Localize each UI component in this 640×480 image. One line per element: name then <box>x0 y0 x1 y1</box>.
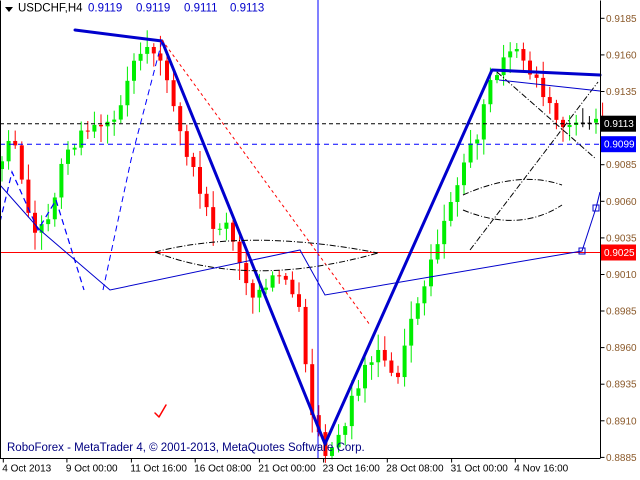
svg-text:28 Oct 08:00: 28 Oct 08:00 <box>386 464 444 475</box>
svg-text:31 Oct 00:00: 31 Oct 00:00 <box>451 464 509 475</box>
svg-text:0.8985: 0.8985 <box>606 307 637 318</box>
svg-text:0.9010: 0.9010 <box>606 270 637 281</box>
svg-text:21 Oct 00:00: 21 Oct 00:00 <box>258 464 316 475</box>
svg-text:0.9113: 0.9113 <box>604 119 634 130</box>
svg-text:0.9035: 0.9035 <box>606 233 637 244</box>
svg-text:16 Oct 08:00: 16 Oct 08:00 <box>194 464 252 475</box>
svg-text:0.9185: 0.9185 <box>606 14 637 25</box>
svg-text:0.9099: 0.9099 <box>604 140 635 151</box>
svg-text:USDCHF,H4: USDCHF,H4 <box>18 3 83 15</box>
svg-text:0.9111: 0.9111 <box>184 3 217 15</box>
svg-text:0.8885: 0.8885 <box>606 453 637 464</box>
svg-text:0.9119: 0.9119 <box>136 3 170 15</box>
svg-text:11 Oct 16:00: 11 Oct 16:00 <box>130 464 187 475</box>
svg-text:23 Oct 16:00: 23 Oct 16:00 <box>323 464 381 475</box>
svg-text:0.9160: 0.9160 <box>606 50 637 61</box>
svg-text:0.8910: 0.8910 <box>606 416 637 427</box>
svg-text:0.8960: 0.8960 <box>606 343 637 354</box>
svg-text:0.9135: 0.9135 <box>606 87 637 98</box>
svg-text:0.9119: 0.9119 <box>88 3 122 15</box>
svg-text:4 Nov 16:00: 4 Nov 16:00 <box>514 464 568 475</box>
svg-text:RoboForex - MetaTrader 4, © 20: RoboForex - MetaTrader 4, © 2001-2013, M… <box>7 442 365 454</box>
svg-text:0.9025: 0.9025 <box>604 248 635 259</box>
svg-text:0.9113: 0.9113 <box>230 3 264 15</box>
svg-text:4 Oct 2013: 4 Oct 2013 <box>2 464 51 475</box>
svg-text:9 Oct 00:00: 9 Oct 00:00 <box>66 464 118 475</box>
svg-text:0.9085: 0.9085 <box>606 160 637 171</box>
svg-text:0.8935: 0.8935 <box>606 380 637 391</box>
svg-text:0.9060: 0.9060 <box>606 197 637 208</box>
